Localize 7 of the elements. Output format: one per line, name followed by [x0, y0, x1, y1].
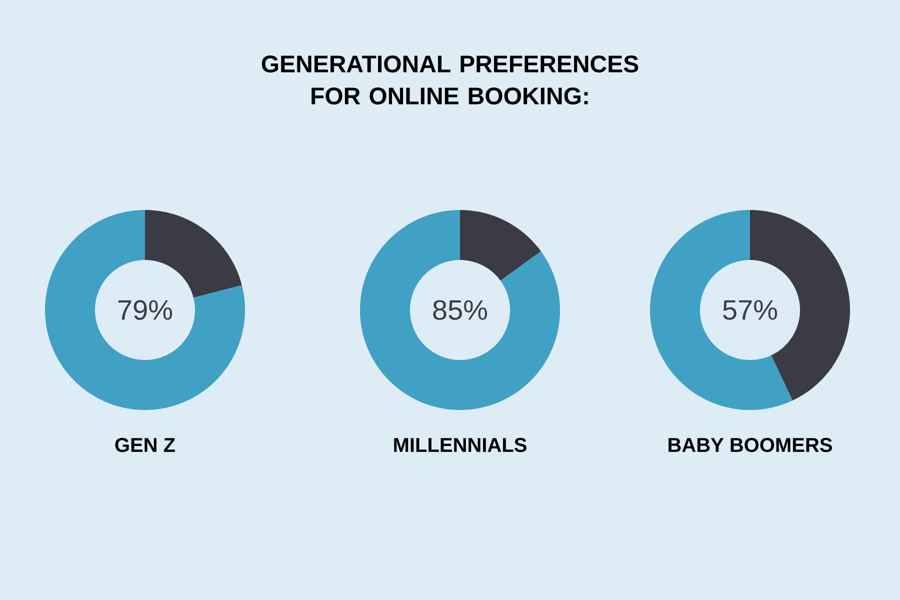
text: MILLENNIALS	[394, 438, 526, 452]
text: 57%	[723, 300, 778, 320]
text: GEN Z	[115, 438, 175, 452]
text: GENERATIONAL PREFERENCES FOR ONLINE BOOKING:	[262, 56, 638, 104]
text: 79%	[118, 300, 172, 320]
text: 85%	[433, 300, 488, 320]
text: BABY BOOMERS	[668, 438, 832, 452]
